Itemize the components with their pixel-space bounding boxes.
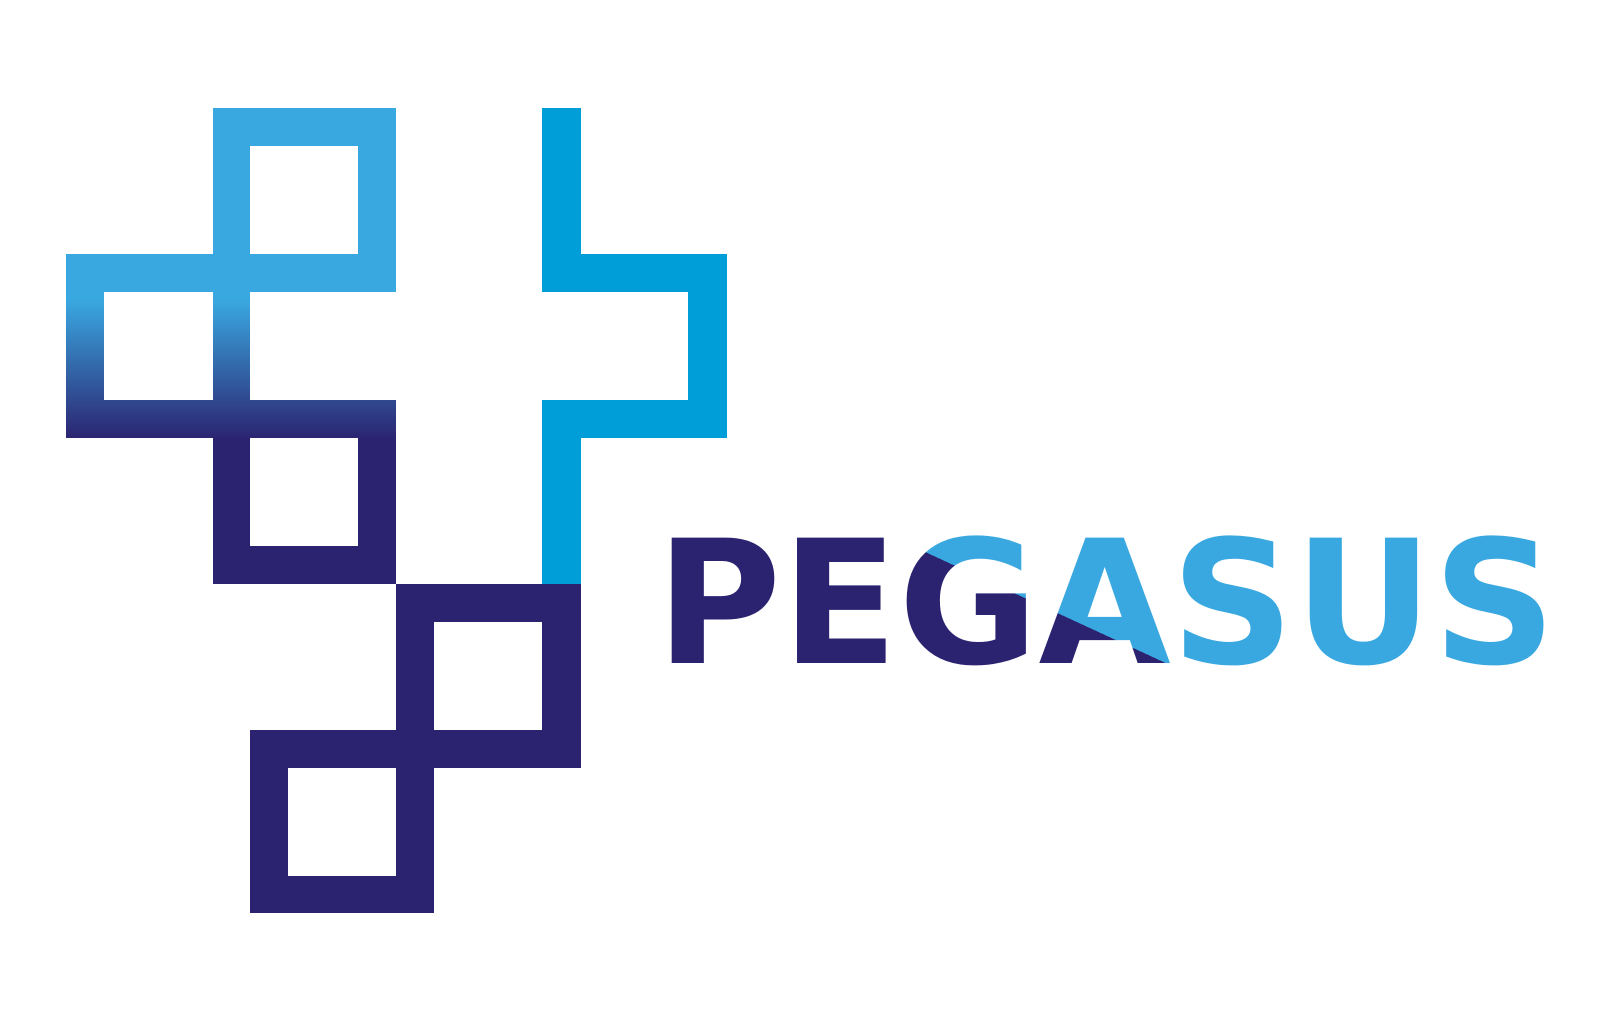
left-cross-mark [66, 108, 396, 584]
right-cyan-cross [542, 108, 727, 584]
bottom-navy-squares [250, 584, 581, 913]
brand-wordmark: PEGASUS [656, 503, 1556, 704]
